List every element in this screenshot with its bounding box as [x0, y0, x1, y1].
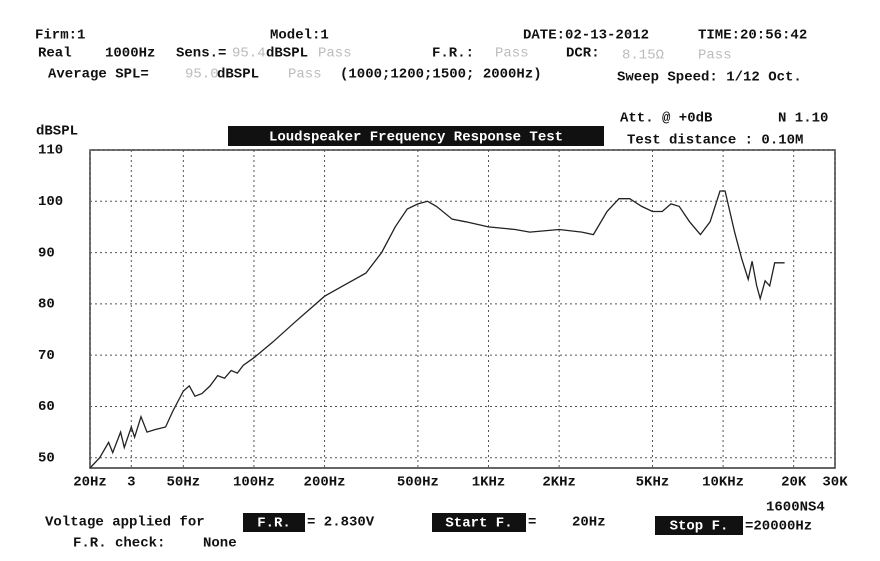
y-tick-label: 70 [38, 348, 55, 364]
dcr-value: 8.15Ω [622, 48, 664, 64]
x-tick-label: 200Hz [304, 475, 346, 491]
x-tick-label: 30K [822, 475, 848, 491]
x-tick-label: 20K [781, 475, 807, 491]
y-axis-label: dBSPL [36, 124, 78, 140]
voltage-label: Voltage applied for [45, 515, 205, 531]
x-tick-label: 2KHz [542, 475, 576, 491]
model: Model:1 [270, 28, 329, 44]
stop-button [655, 516, 743, 535]
fr-button [243, 513, 305, 532]
x-tick-label: 10KHz [702, 475, 744, 491]
avg-value: 95.0 [185, 67, 219, 83]
sweep: Sweep Speed: 1/12 Oct. [617, 70, 802, 86]
x-tick-label: 5KHz [636, 475, 670, 491]
chart-title: Loudspeaker Frequency Response Test [269, 130, 563, 146]
fr-button-text: F.R. [257, 516, 291, 532]
x-tick-label: 20Hz [73, 475, 107, 491]
y-tick-label: 100 [38, 194, 63, 210]
sens-status: Pass [318, 46, 352, 62]
time: TIME:20:56:42 [698, 28, 807, 44]
check-label: F.R. check: [73, 536, 165, 552]
version: N 1.10 [778, 111, 828, 127]
sens-unit: dBSPL [266, 46, 308, 62]
y-tick-label: 50 [38, 450, 55, 466]
response-curve [89, 190, 785, 469]
title-box [228, 126, 604, 146]
y-tick-label: 110 [38, 143, 63, 159]
start-button-text: Start F. [445, 516, 512, 532]
distance: Test distance : 0.10M [627, 133, 803, 149]
start-eq: = [528, 515, 536, 531]
avg-label: Average SPL= [48, 67, 149, 83]
fr-status: Pass [495, 46, 529, 62]
y-tick-label: 80 [38, 297, 55, 313]
sens-label: Sens.= [176, 46, 226, 62]
date: DATE:02-13-2012 [523, 28, 649, 44]
x-tick-label: 500Hz [397, 475, 439, 491]
dcr-label: DCR: [566, 46, 600, 62]
x-tick-label: 50Hz [167, 475, 201, 491]
stop-value: =20000Hz [745, 519, 812, 535]
real: Real [38, 46, 72, 62]
dcr-status: Pass [698, 48, 732, 64]
x-tick-label: 3 [127, 475, 135, 491]
freq: 1000Hz [105, 46, 155, 62]
start-value: 20Hz [572, 515, 606, 531]
plot-frame [89, 149, 836, 469]
firm: Firm:1 [35, 28, 85, 44]
stop-button-text: Stop F. [670, 519, 729, 535]
avg-unit: dBSPL [217, 67, 259, 83]
avg-freqs: (1000;1200;1500; 2000Hz) [340, 67, 542, 83]
att: Att. @ +0dB [620, 111, 713, 127]
sens-value: 95.4 [232, 46, 266, 62]
start-button [432, 513, 526, 532]
x-tick-label: 1KHz [472, 475, 506, 491]
check-value: None [203, 536, 237, 552]
y-tick-label: 60 [38, 399, 55, 415]
fr-label: F.R.: [432, 46, 474, 62]
model-code: 1600NS4 [766, 500, 825, 516]
avg-status: Pass [288, 67, 322, 83]
y-tick-label: 90 [38, 245, 55, 261]
x-tick-label: 100Hz [233, 475, 275, 491]
voltage: = 2.830V [307, 515, 375, 531]
